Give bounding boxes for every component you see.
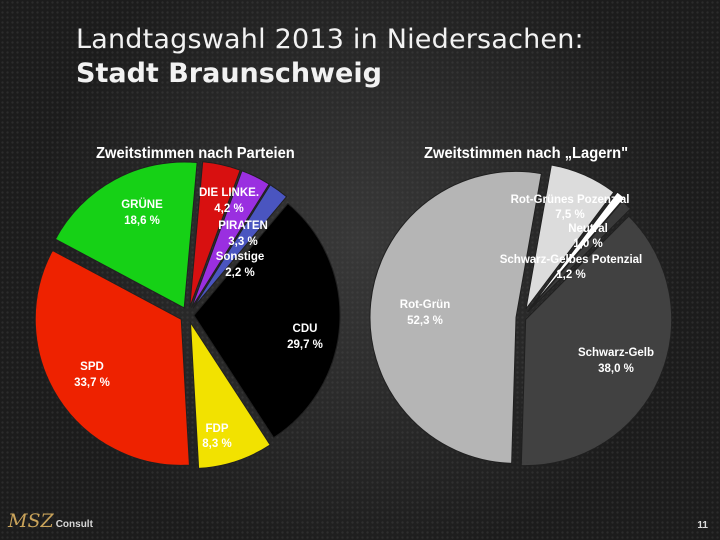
value-neutral: 1,0 % bbox=[573, 238, 602, 250]
page-number: 11 bbox=[697, 520, 708, 531]
slice-fdp bbox=[189, 320, 271, 469]
slice-rot-gr-n bbox=[369, 170, 542, 464]
label-sonstige: Sonstige bbox=[216, 251, 265, 263]
slice-gr-ne bbox=[54, 161, 198, 309]
value-schwarz-gelbes-potenzial: 1,2 % bbox=[556, 269, 585, 281]
value-cdu: 29,7 % bbox=[287, 339, 323, 351]
slice-spd bbox=[34, 249, 190, 466]
value-piraten: 3,3 % bbox=[228, 236, 257, 248]
value-schwarz-gelb: 38,0 % bbox=[598, 363, 634, 375]
pie-chart-parteien: CDU 29,7 % FDP 8,3 % SPD 33,7 % GRÜNE 18,6 % DIE… bbox=[34, 161, 341, 469]
logo-word: Consult bbox=[55, 519, 93, 530]
slice-cdu bbox=[193, 202, 341, 439]
value-fdp: 8,3 % bbox=[202, 438, 231, 450]
slice-sonstige bbox=[192, 184, 288, 309]
chart2-title: Zweitstimmen nach „Lagern" bbox=[424, 145, 629, 162]
label-piraten: PIRATEN bbox=[218, 220, 268, 232]
label-cdu: CDU bbox=[293, 323, 318, 335]
slide-title-line1: Landtagswahl 2013 in Niedersachen: bbox=[76, 24, 584, 55]
pie-chart-lager: Rot-Grünes Pozenzial 7,5 % Neutral 1,0 % Sch… bbox=[369, 164, 673, 467]
slide-title-line2: Stadt Braunschweig bbox=[76, 58, 382, 89]
chart1-title: Zweitstimmen nach Parteien bbox=[96, 145, 295, 162]
label-schwarz-gelbes-potenzial: Schwarz-Gelbes Potenzial bbox=[500, 254, 643, 266]
msz-consult-logo: MSZ Consult bbox=[8, 510, 93, 532]
label-spd: SPD bbox=[80, 361, 104, 373]
label-rot-gr-nes-pozenzial: Rot-Grünes Pozenzial bbox=[511, 194, 630, 206]
label-gr-ne: GRÜNE bbox=[121, 198, 163, 211]
slice-schwarz-gelbes-potenzial bbox=[527, 200, 632, 313]
slice-schwarz-gelb bbox=[520, 215, 673, 467]
value-rot-gr-n: 52,3 % bbox=[407, 315, 443, 327]
value-die-linke: 4,2 % bbox=[214, 203, 243, 215]
label-fdp: FDP bbox=[206, 423, 229, 435]
value-spd: 33,7 % bbox=[74, 377, 110, 389]
value-sonstige: 2,2 % bbox=[225, 267, 254, 279]
value-rot-gr-nes-pozenzial: 7,5 % bbox=[555, 209, 584, 221]
label-schwarz-gelb: Schwarz-Gelb bbox=[578, 347, 654, 359]
logo-mark: MSZ bbox=[8, 510, 54, 532]
slice-piraten bbox=[191, 170, 270, 309]
slice-rot-gr-nes-pozenzial bbox=[525, 164, 615, 310]
slice-neutral bbox=[529, 191, 626, 309]
label-die-linke: DIE LINKE. bbox=[199, 187, 259, 199]
slice-die-linke bbox=[189, 161, 241, 308]
value-gr-ne: 18,6 % bbox=[124, 215, 160, 227]
label-rot-gr-n: Rot-Grün bbox=[400, 299, 450, 311]
label-neutral: Neutral bbox=[568, 223, 608, 235]
